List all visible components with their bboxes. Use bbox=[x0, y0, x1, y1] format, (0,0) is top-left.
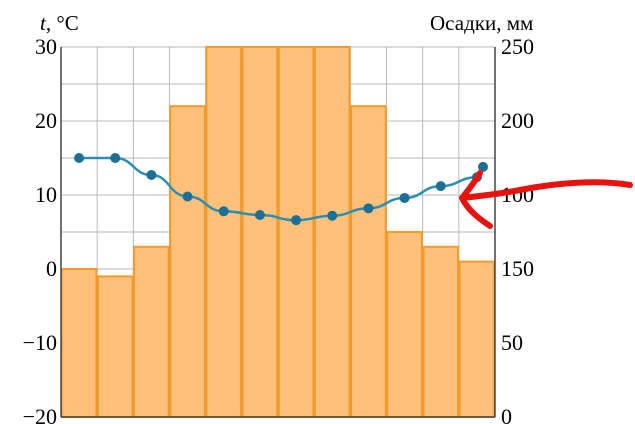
precipitation-bars bbox=[60, 46, 496, 418]
temperature-point bbox=[478, 161, 488, 172]
left-tick-label: 30 bbox=[35, 34, 57, 59]
precipitation-bar bbox=[205, 46, 243, 418]
temperature-point bbox=[74, 153, 85, 163]
temperature-point bbox=[254, 209, 265, 220]
temperature-series bbox=[74, 153, 488, 226]
precipitation-bar bbox=[241, 46, 279, 418]
left-tick-label: 20 bbox=[35, 108, 57, 133]
precipitation-bar bbox=[422, 245, 460, 418]
temperature-point bbox=[327, 210, 338, 221]
temperature-point bbox=[399, 192, 410, 203]
temperature-point bbox=[110, 153, 121, 163]
right-tick-label: 50 bbox=[501, 330, 523, 355]
left-axis-title: t, °C bbox=[40, 11, 79, 35]
precipitation-bar bbox=[458, 260, 496, 418]
right-tick-label: 0 bbox=[501, 404, 512, 424]
precipitation-bar bbox=[60, 268, 98, 418]
annotation-arrow bbox=[459, 170, 633, 229]
temperature-point bbox=[363, 203, 374, 214]
precipitation-bar bbox=[96, 275, 134, 418]
temperature-point bbox=[435, 181, 446, 192]
right-tick-label: 150 bbox=[501, 256, 534, 281]
plot-frame bbox=[60, 47, 496, 418]
precipitation-bar bbox=[350, 105, 387, 418]
left-tick-label: −10 bbox=[23, 330, 57, 355]
precipitation-bar bbox=[169, 105, 206, 418]
right-tick-label: 200 bbox=[501, 108, 534, 133]
precipitation-bar bbox=[386, 231, 423, 418]
precipitation-bar bbox=[313, 46, 351, 418]
precipitation-bar bbox=[277, 46, 315, 418]
right-axis-title: Осадки, мм bbox=[430, 11, 533, 35]
precipitation-bar bbox=[133, 245, 170, 418]
right-tick-label: 250 bbox=[501, 34, 534, 59]
left-tick-label: 0 bbox=[46, 256, 57, 281]
left-axis-unit: , °C bbox=[46, 11, 79, 35]
temperature-point bbox=[182, 191, 193, 202]
left-axis-ticks: −20 −10 0 10 20 30 bbox=[23, 34, 57, 424]
temperature-point bbox=[291, 215, 302, 226]
temperature-point bbox=[146, 170, 157, 181]
temperature-point bbox=[218, 206, 229, 217]
red-arrow-icon bbox=[459, 170, 633, 229]
left-axis-symbol: t bbox=[40, 11, 47, 35]
left-tick-label: −20 bbox=[23, 404, 57, 424]
left-tick-label: 10 bbox=[35, 182, 57, 207]
